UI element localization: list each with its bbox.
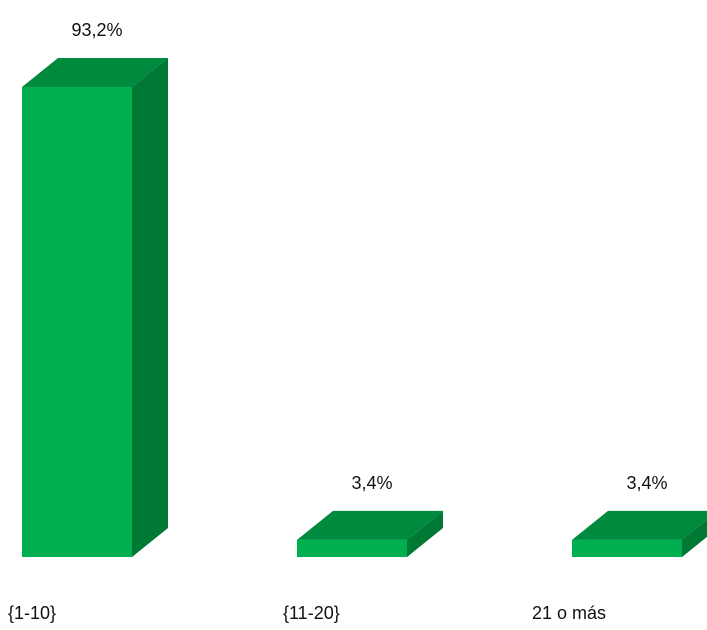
category-label: {11-20} (283, 603, 340, 623)
bar-side-face (682, 519, 707, 557)
bar-top-face (297, 510, 443, 540)
bars-group (22, 58, 707, 557)
data-label: 3,4% (351, 473, 392, 493)
bar-front-face (22, 87, 132, 557)
bar-top-face (572, 510, 707, 540)
bar-side-face (132, 58, 168, 557)
bar-side-face (407, 510, 443, 557)
category-label: {1-10} (8, 603, 56, 623)
bar-front-face (297, 539, 407, 557)
data-label: 93,2% (71, 20, 122, 40)
bar-3 (572, 510, 707, 557)
bar-1 (22, 58, 168, 557)
category-label: 21 o más (532, 603, 606, 623)
labels-group: 93,2% {1-10} 3,4% {11-20} 3,4% 21 o más (8, 20, 668, 623)
bar-top-face (22, 58, 168, 87)
bar-2 (297, 510, 443, 557)
bar-front-face (572, 539, 682, 557)
data-label: 3,4% (626, 473, 667, 493)
